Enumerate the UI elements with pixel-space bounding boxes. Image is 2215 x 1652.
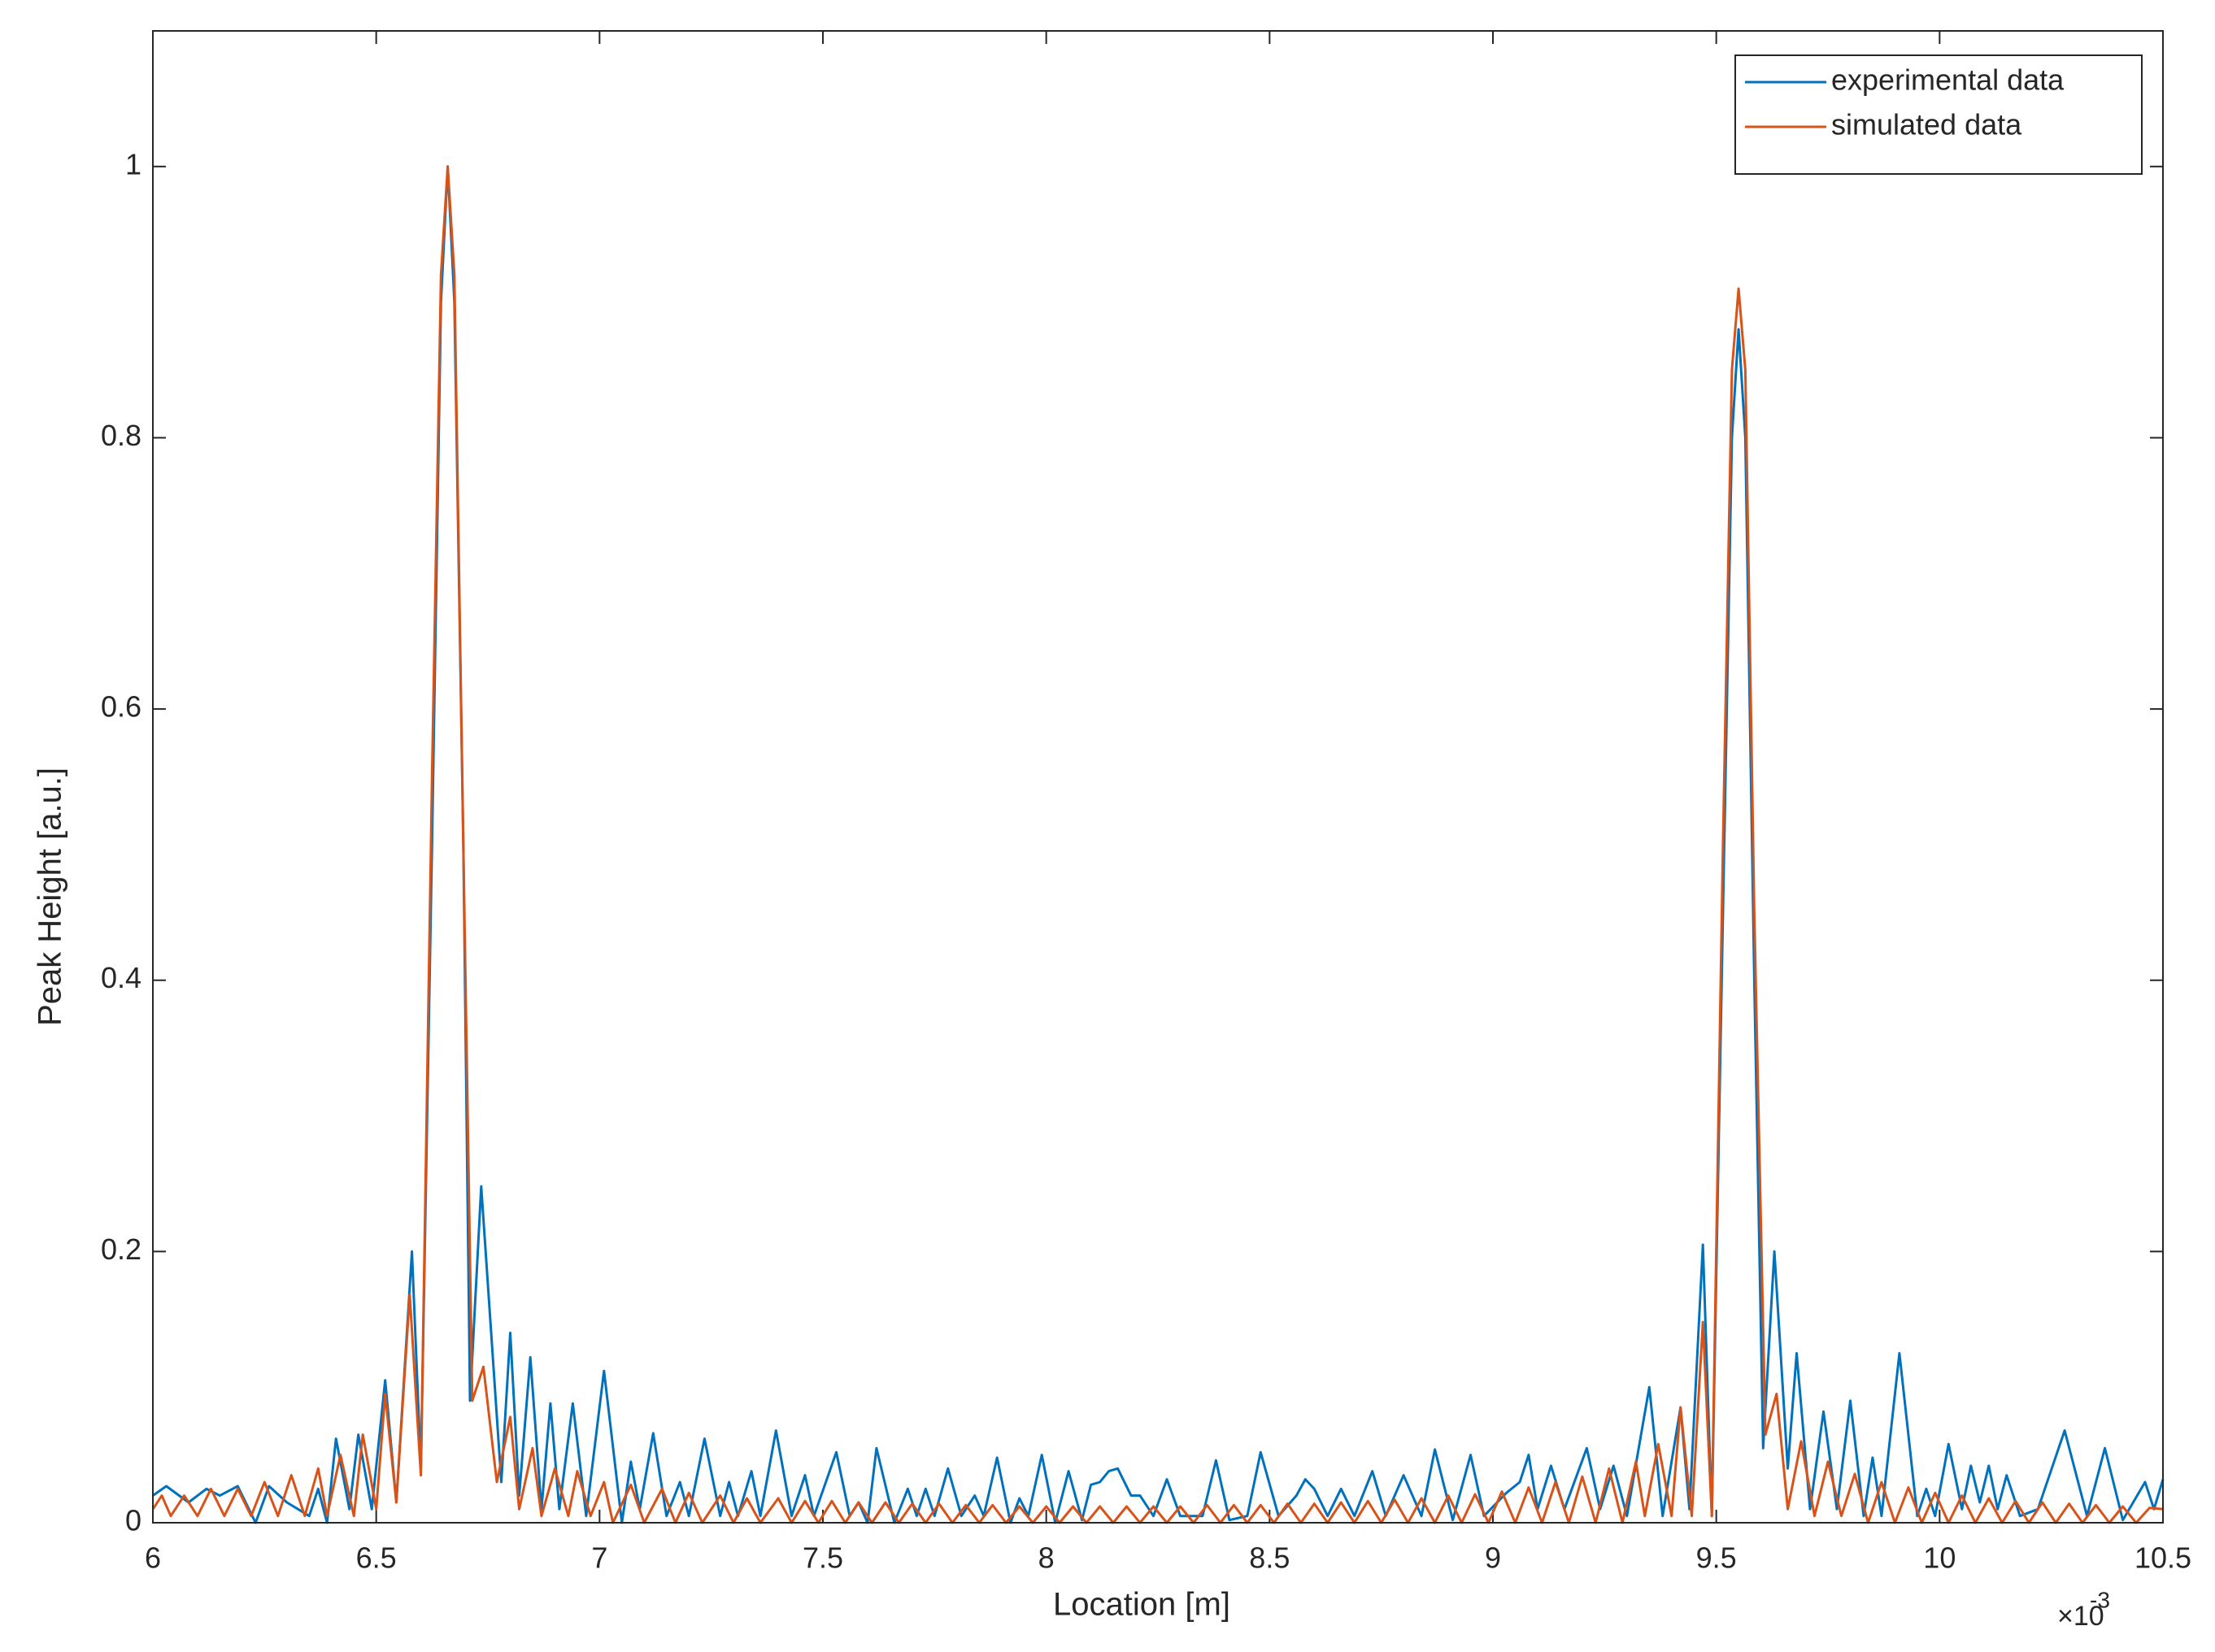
x-multiplier: ×10 (2057, 1601, 2104, 1632)
x-multiplier-exponent: -3 (2090, 1587, 2110, 1612)
x-tick-label: 10.5 (2134, 1541, 2191, 1575)
x-tick-label: 7.5 (803, 1541, 843, 1575)
x-tick-label: 9 (1485, 1541, 1501, 1575)
y-tick-label: 0 (125, 1504, 141, 1537)
x-tick-label: 7 (591, 1541, 607, 1575)
x-tick-label: 6.5 (356, 1541, 397, 1575)
x-axis-label: Location [m] (1053, 1587, 1230, 1623)
y-tick-label: 0.4 (101, 961, 141, 994)
line-series (151, 165, 2164, 1524)
x-tick-label: 10 (1923, 1541, 1956, 1575)
y-axis-label: Peak Height [a.u.] (33, 767, 68, 1026)
plot-area (153, 31, 2163, 1523)
y-tick-label: 0.6 (101, 690, 141, 724)
y-tick-label: 1 (125, 147, 141, 180)
legend-label: experimental data (1831, 63, 2065, 97)
line-series (152, 165, 2165, 1524)
axes-box (152, 30, 2164, 1524)
x-tick-label: 9.5 (1696, 1541, 1737, 1575)
x-tick-label: 6 (145, 1541, 161, 1575)
x-tick-label: 8.5 (1249, 1541, 1290, 1575)
y-tick-label: 0.2 (101, 1232, 141, 1266)
legend-label: simulated data (1831, 108, 2022, 141)
x-tick-label: 8 (1038, 1541, 1055, 1575)
legend-box (1734, 54, 2143, 175)
y-tick-label: 0.8 (101, 419, 141, 452)
